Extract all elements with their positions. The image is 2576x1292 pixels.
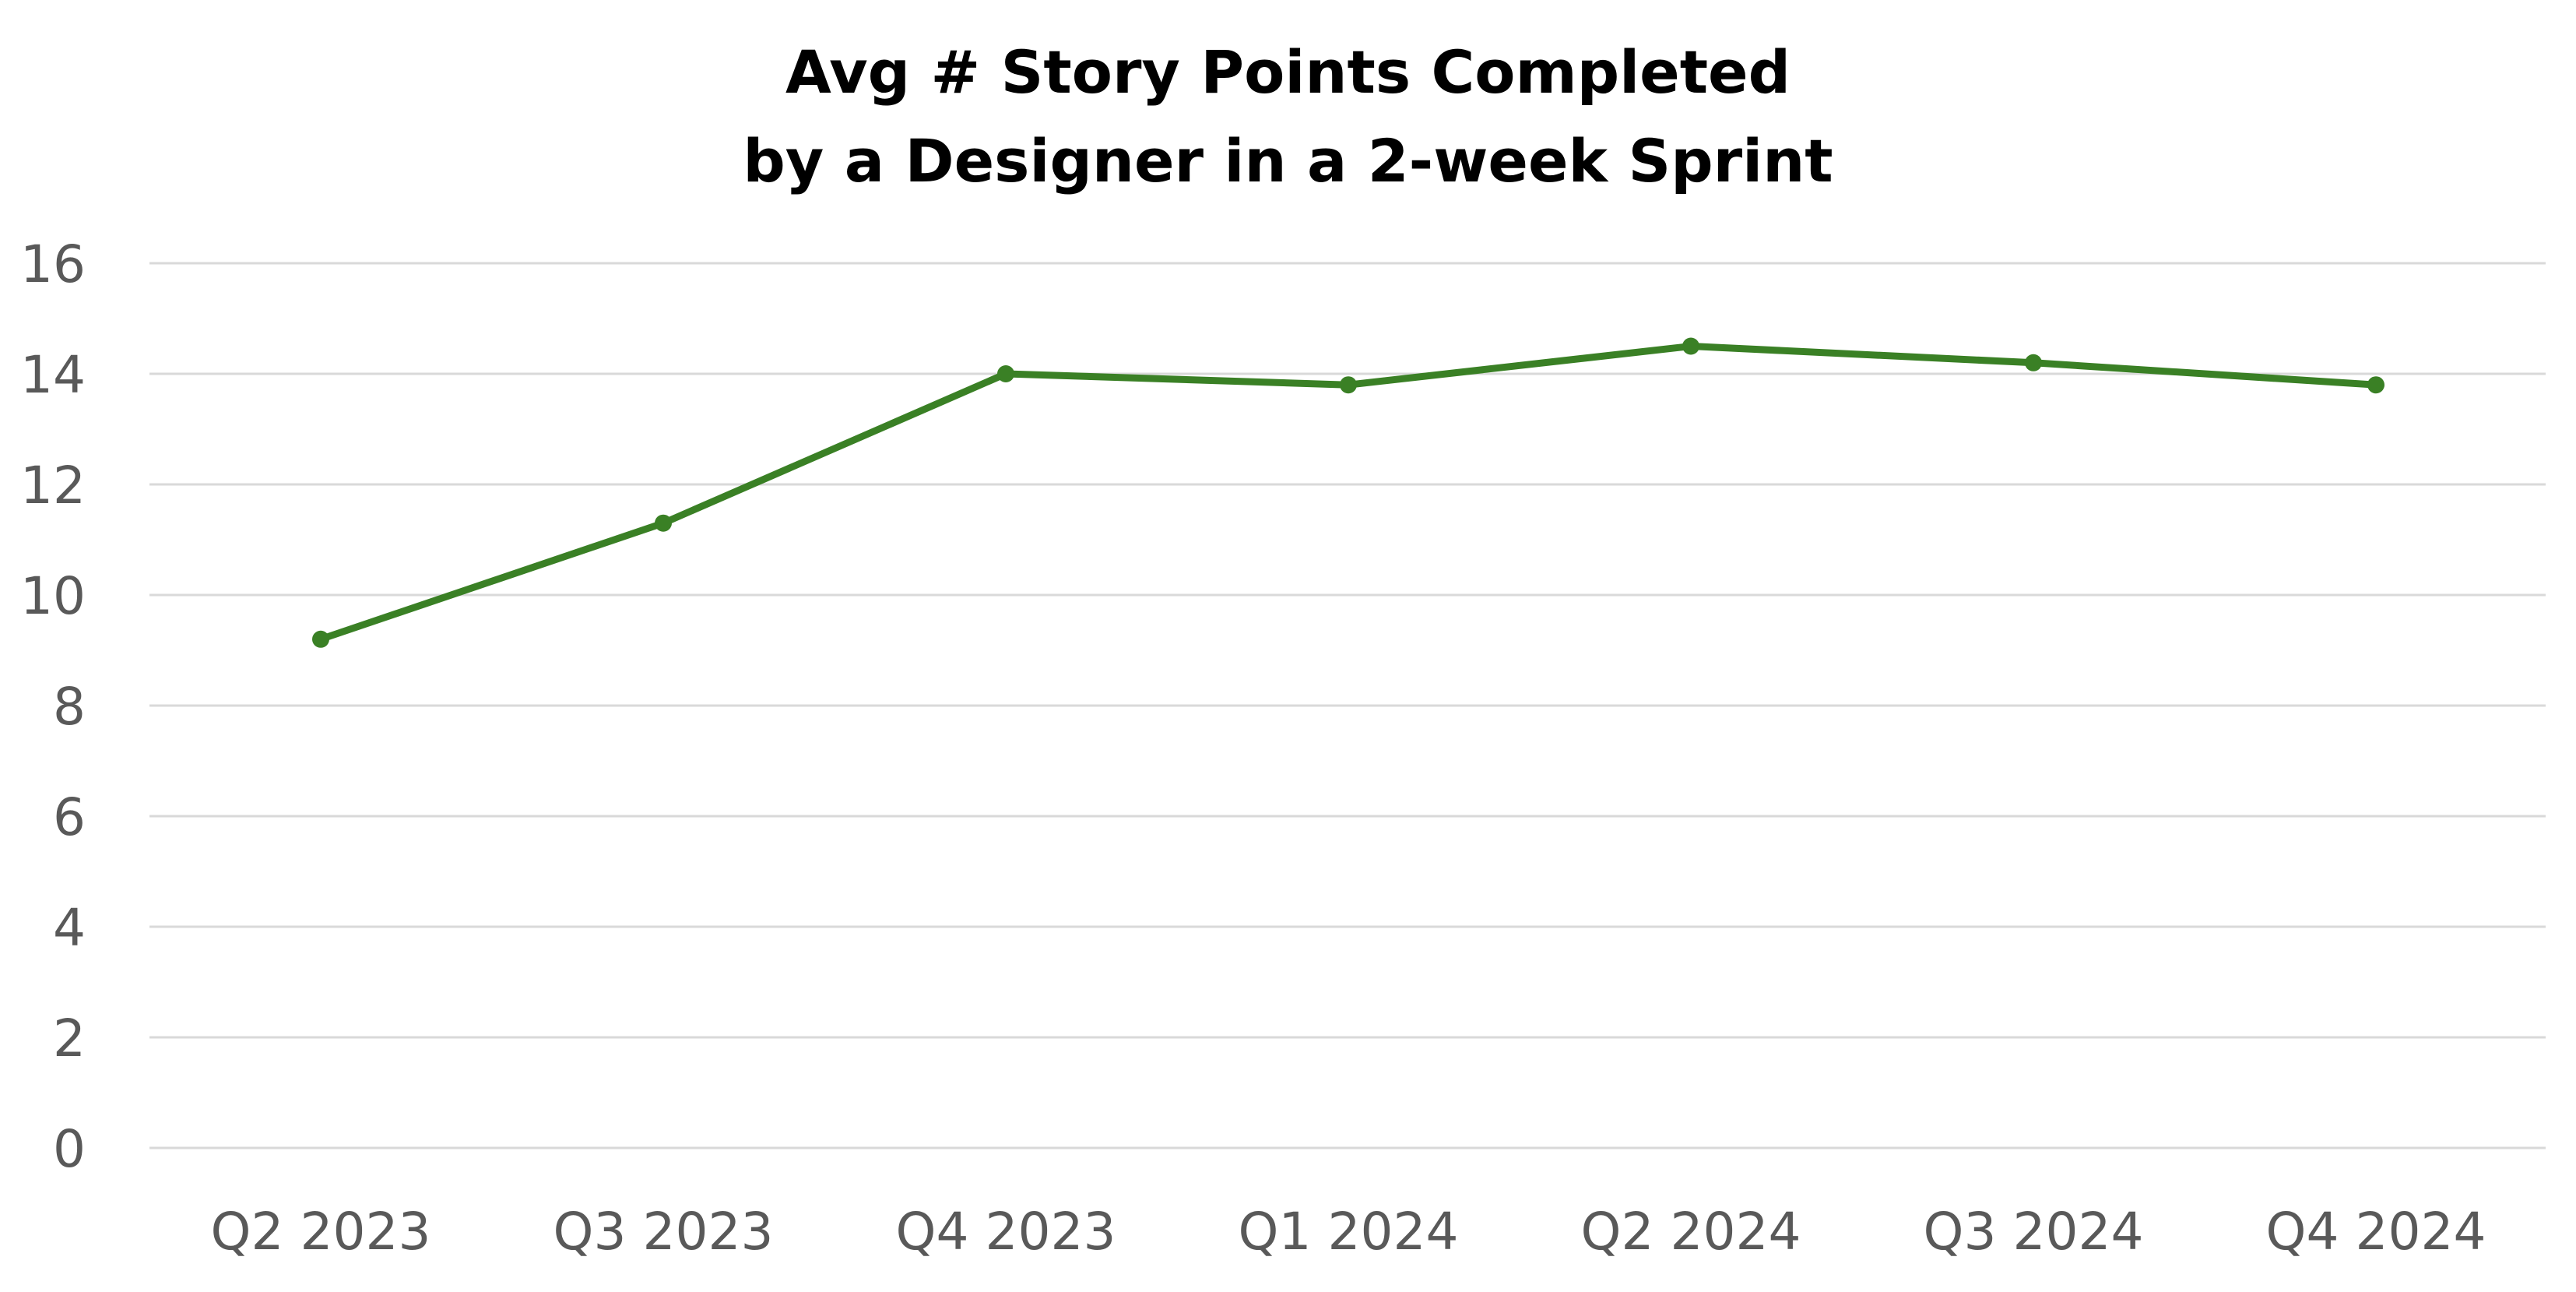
- y-tick-label: 16: [20, 234, 86, 294]
- x-axis-tick-labels: Q2 2023 Q3 2023 Q4 2023 Q1 2024 Q2 2024 Q3 20…: [211, 1202, 2486, 1262]
- y-tick-label: 2: [53, 1009, 86, 1068]
- data-point: [655, 514, 672, 532]
- x-tick-label: Q3 2023: [554, 1202, 774, 1262]
- x-tick-label: Q4 2023: [896, 1202, 1116, 1262]
- y-tick-label: 8: [53, 677, 86, 737]
- y-tick-label: 14: [20, 345, 86, 405]
- y-tick-label: 4: [53, 898, 86, 958]
- chart-title-line-1: Avg # Story Points Completed: [785, 37, 1791, 107]
- data-point: [312, 630, 329, 648]
- y-axis-tick-labels: 0 2 4 6 8 10 12 14 16: [20, 234, 86, 1179]
- series-group: [312, 337, 2384, 648]
- gridlines: [149, 262, 2546, 1149]
- x-tick-label: Q4 2024: [2266, 1202, 2486, 1262]
- x-tick-label: Q2 2023: [211, 1202, 431, 1262]
- chart-title: Avg # Story Points Completed by a Design…: [0, 28, 2576, 206]
- x-tick-label: Q1 2024: [1239, 1202, 1459, 1262]
- y-tick-label: 6: [53, 787, 86, 847]
- y-tick-label: 0: [53, 1119, 86, 1179]
- data-point: [2025, 354, 2042, 371]
- data-point: [1340, 376, 1357, 394]
- chart-title-line-2: by a Designer in a 2-week Sprint: [743, 126, 1833, 195]
- data-point: [997, 365, 1014, 382]
- x-tick-label: Q2 2024: [1581, 1202, 1801, 1262]
- y-tick-label: 12: [20, 456, 86, 516]
- x-tick-label: Q3 2024: [1924, 1202, 2144, 1262]
- y-tick-label: 10: [20, 566, 86, 626]
- data-point: [2367, 376, 2384, 394]
- data-point: [1682, 337, 1699, 355]
